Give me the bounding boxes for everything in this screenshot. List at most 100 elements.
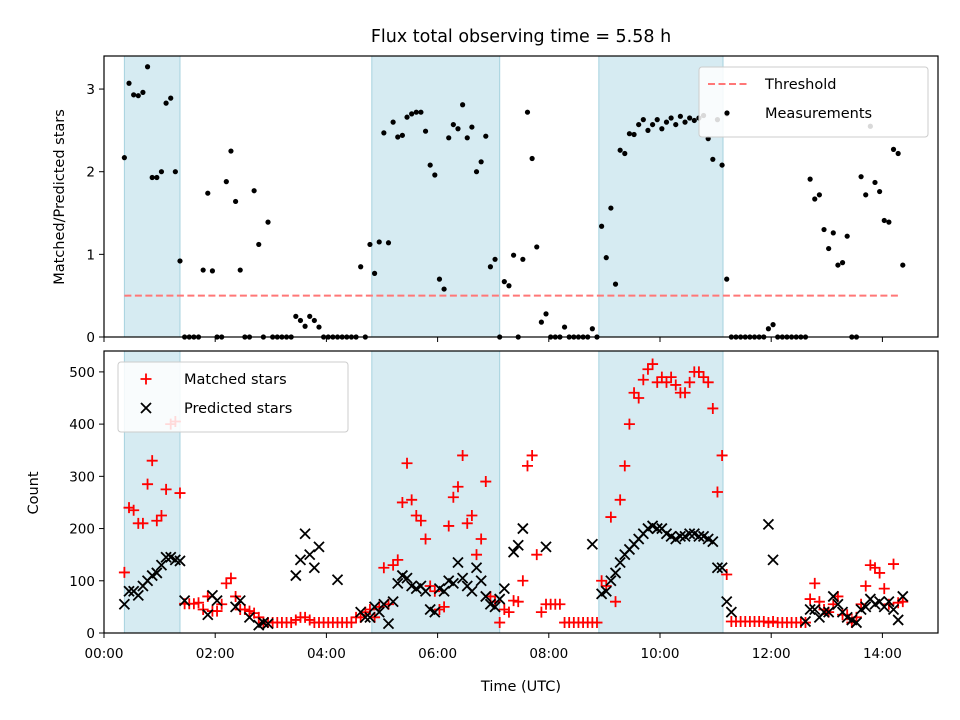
bottom-series-1-point-52	[456, 572, 469, 584]
bottom-series-1-point-13	[178, 594, 191, 607]
top-series-0-point-160	[858, 174, 864, 180]
top-series-0-point-169	[900, 262, 906, 268]
bottom-series-1-point-40	[401, 572, 413, 584]
top-series-0-point-109	[626, 131, 633, 137]
top-series-0-point-161	[863, 192, 869, 198]
top-series-0-point-54	[371, 270, 378, 276]
bottom-x-tick-label-5: 10:00	[641, 646, 680, 662]
bottom-series-0-point-122	[684, 376, 696, 388]
bottom-series-1-point-62	[507, 546, 520, 558]
bottom-legend-label-0: Matched stars	[184, 372, 287, 388]
top-series-0-point-79	[487, 264, 494, 270]
bottom-x-tick-label-7: 14:00	[863, 646, 902, 662]
bottom-series-0-point-6	[146, 455, 158, 467]
top-series-0-point-157	[844, 233, 850, 239]
top-series-0-point-111	[636, 121, 642, 128]
bottom-series-0-point-113	[642, 363, 654, 375]
bottom-series-1-point-84	[674, 530, 687, 543]
top-series-0-point-73	[460, 102, 466, 108]
bottom-series-1-point-18	[234, 594, 246, 607]
bottom-series-1-point-44	[419, 585, 432, 597]
top-series-0-point-166	[886, 219, 892, 225]
top-series-0-point-83	[506, 283, 512, 289]
bottom-series-0-point-121	[679, 387, 691, 399]
bottom-series-1-point-100	[809, 603, 821, 616]
bottom-series-0-point-22	[220, 577, 232, 589]
top-panel: 0 1 2 3 Threshold Measurements	[86, 55, 939, 346]
bottom-series-0-point-37	[290, 614, 302, 626]
bottom-series-1-point-104	[827, 590, 839, 603]
bottom-y-tick-label-0: 0	[86, 626, 95, 642]
top-series-0-point-2	[131, 92, 137, 98]
bottom-series-0-point-49	[345, 617, 357, 629]
bottom-series-0-point-138	[758, 616, 770, 628]
top-series-0-point-129	[719, 162, 725, 168]
top-series-0-point-122	[687, 115, 693, 121]
top-series-0-point-104	[603, 255, 609, 261]
x-axis-label: Time (UTC)	[480, 679, 561, 695]
bottom-series-0-point-40	[304, 614, 316, 626]
bottom-series-0-point-78	[480, 476, 492, 488]
bottom-series-1-point-32	[364, 611, 376, 623]
bottom-series-1-point-79	[651, 522, 663, 535]
bottom-series-0-point-39	[299, 611, 311, 623]
bottom-series-0-point-114	[647, 358, 659, 370]
bottom-series-0-point-116	[656, 371, 668, 383]
bottom-y-tick-label-3: 300	[69, 469, 95, 485]
bottom-y-tick-label-4: 400	[69, 417, 95, 433]
bottom-series-0-point-86	[517, 575, 529, 587]
bottom-series-0-point-4	[137, 517, 149, 529]
bottom-series-0-point-159	[855, 598, 867, 610]
bottom-series-1-point-93	[716, 562, 728, 574]
bottom-series-1-point-69	[605, 575, 617, 587]
bottom-series-0-point-130	[721, 569, 733, 581]
bottom-series-0-point-94	[554, 598, 566, 610]
top-series-0-point-88	[529, 155, 535, 162]
bottom-series-1-point-116	[883, 596, 895, 608]
top-series-0-point-68	[436, 276, 443, 282]
bottom-series-1-point-25	[299, 528, 311, 540]
bottom-series-1-point-23	[290, 569, 302, 582]
bottom-series-1-point-54	[466, 585, 478, 597]
top-shaded-interval-0	[123, 55, 181, 338]
top-series-0-point-67	[432, 172, 438, 178]
top-series-0-point-29	[256, 241, 262, 248]
top-series-0-point-57	[385, 240, 392, 246]
bottom-series-1-point-14	[202, 609, 214, 621]
top-series-0-point-105	[608, 205, 614, 211]
bottom-series-0-point-74	[461, 517, 473, 529]
top-legend-marker-1	[724, 110, 730, 116]
top-series-0-point-66	[427, 162, 433, 168]
top-series-0-point-167	[890, 146, 897, 152]
bottom-series-0-point-124	[693, 366, 705, 378]
bottom-legend-box	[117, 361, 349, 433]
bottom-series-0-point-110	[628, 387, 640, 399]
bottom-series-0-point-80	[489, 596, 501, 608]
bottom-series-0-point-64	[415, 515, 427, 527]
bottom-series-0-point-126	[702, 376, 714, 388]
top-series-0-point-103	[599, 223, 605, 229]
bottom-series-1-point-24	[294, 554, 307, 566]
bottom-series-0-point-87	[521, 460, 533, 472]
top-series-0-point-11	[172, 169, 178, 175]
top-series-0-point-61	[404, 114, 410, 120]
top-series-0-point-87	[524, 109, 531, 115]
top-y-tick-label-3: 3	[86, 82, 95, 98]
bottom-y-tick-label-2: 200	[69, 522, 95, 538]
bottom-series-0-point-166	[888, 558, 900, 570]
bottom-series-0-point-60	[396, 496, 408, 508]
top-series-0-point-10	[168, 95, 174, 101]
bottom-series-0-point-65	[420, 533, 432, 545]
top-series-0-point-7	[154, 174, 160, 181]
top-series-0-point-115	[654, 117, 660, 123]
bottom-series-0-point-139	[762, 617, 774, 629]
bottom-series-1-point-118	[892, 614, 904, 626]
bottom-series-1-point-1	[123, 585, 135, 597]
top-series-0-point-131	[724, 276, 730, 282]
top-series-0-point-77	[478, 159, 484, 165]
bottom-series-1-point-35	[378, 598, 390, 610]
top-series-0-point-156	[839, 260, 846, 266]
top-series-0-point-127	[710, 156, 716, 162]
top-series-0-point-31	[265, 219, 271, 225]
